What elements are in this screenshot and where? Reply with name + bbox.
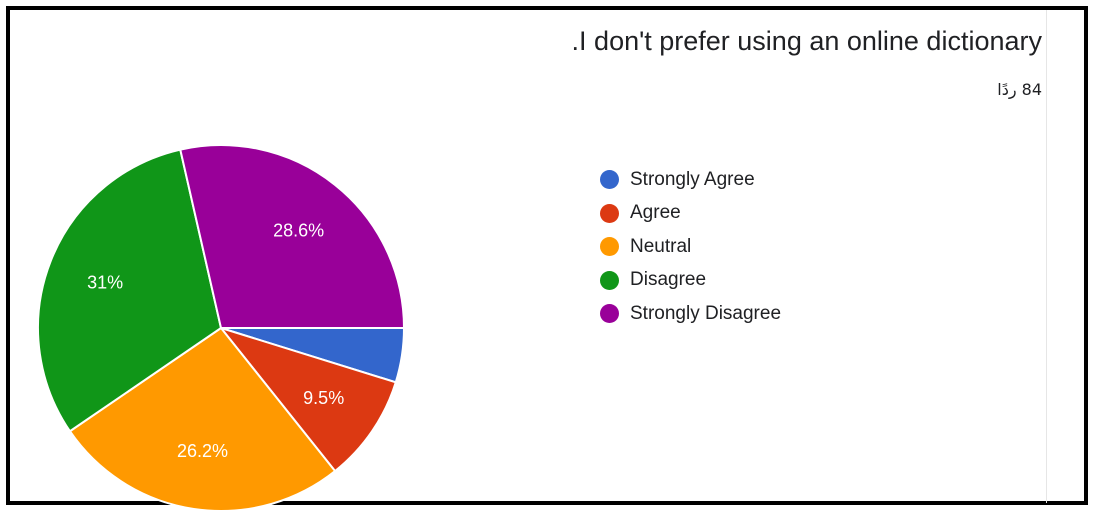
legend-item-agree[interactable]: Agree [600,197,781,231]
legend-item-disagree[interactable]: Disagree [600,264,781,298]
legend-swatch [600,170,619,190]
response-count: 84 ردًا [997,80,1042,99]
pie-slice-disagree[interactable] [37,148,223,433]
pie-slice-strongly-disagree[interactable] [179,144,406,329]
pie-data-label: 26.2% [177,441,228,461]
legend-swatch [600,203,619,223]
legend-swatch [600,237,619,257]
legend-label: Disagree [630,269,707,291]
pie-slice-neutral[interactable] [68,326,337,513]
panel-divider [1046,10,1047,503]
legend-label: Agree [630,202,681,224]
pie-data-label: 9.5% [303,388,344,408]
legend-label: Strongly Agree [630,168,755,190]
chart-title: .I don't prefer using an online dictiona… [571,26,1042,56]
legend-swatch [600,270,619,290]
legend-label: Strongly Disagree [630,302,782,324]
legend-swatch [600,304,619,324]
legend-item-neutral[interactable]: Neutral [600,230,781,264]
pie-labels: 9.5% 26.2% 31% 28.6% [87,221,344,461]
pie-data-label: 28.6% [273,221,324,241]
legend-label: Neutral [630,235,692,257]
chart-legend: Strongly Agree Agree Neutral Disagree St… [600,163,781,331]
pie-slice-agree[interactable] [218,326,398,473]
pie-data-label: 31% [87,273,123,293]
legend-item-strongly-agree[interactable]: Strongly Agree [600,163,781,197]
legend-item-strongly-disagree[interactable]: Strongly Disagree [600,297,781,331]
pie-slices [37,144,406,513]
